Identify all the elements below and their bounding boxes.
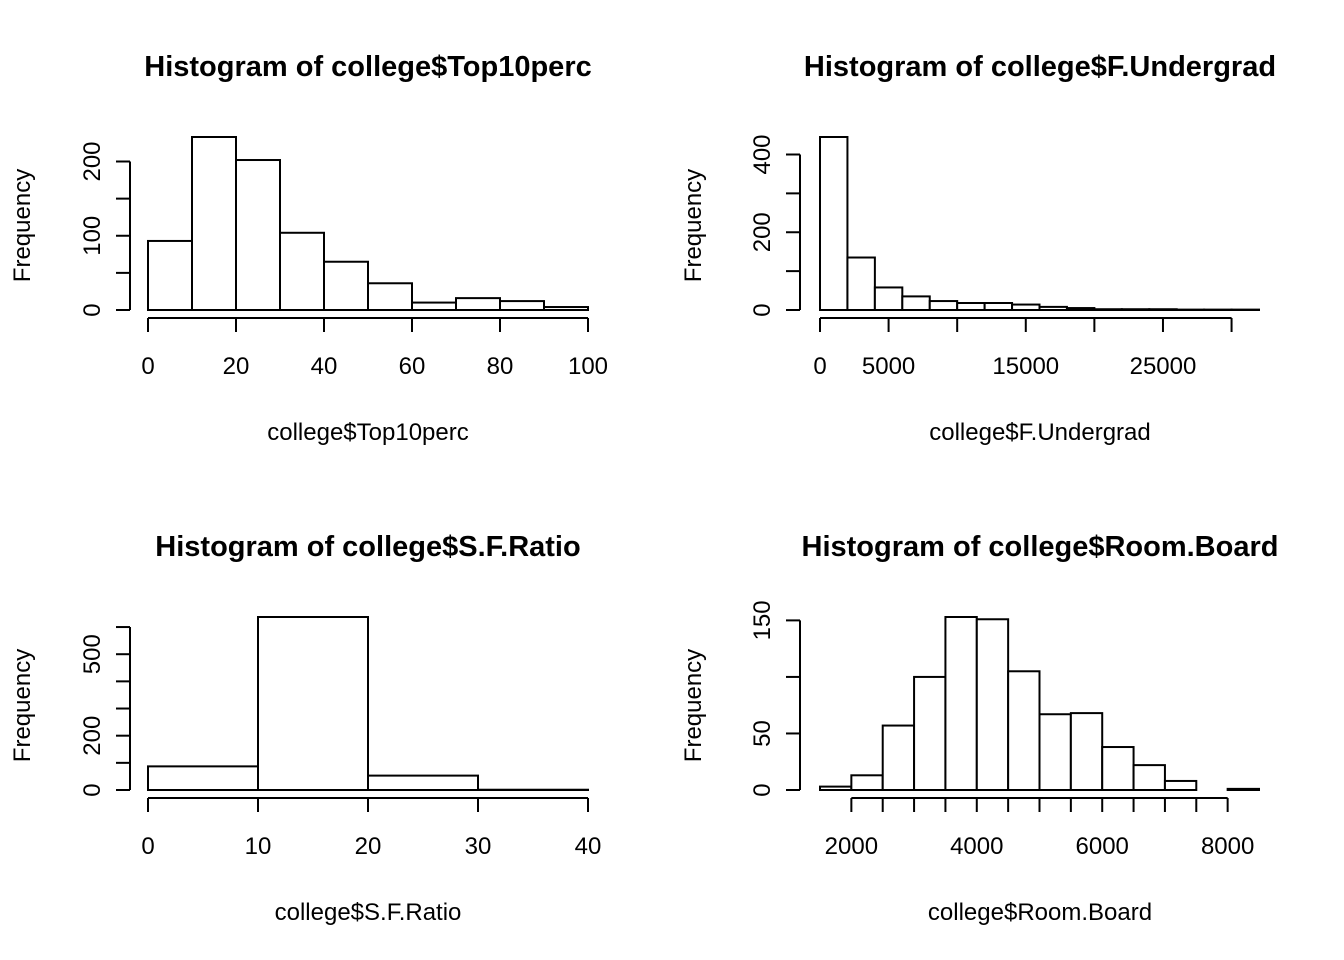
x-tick-label: 10 <box>245 833 272 860</box>
y-tick-label: 0 <box>749 783 776 796</box>
histogram-bar <box>1069 712 1104 791</box>
histogram-bar <box>543 306 589 311</box>
x-tick-label: 80 <box>487 353 514 380</box>
histogram-bar <box>983 302 1014 312</box>
x-tick-label: 0 <box>141 833 154 860</box>
y-tick-label: 100 <box>79 216 106 256</box>
histogram-bar <box>819 136 849 311</box>
histogram-bar <box>1148 308 1178 312</box>
chart-title: Histogram of college$Room.Board <box>802 531 1279 563</box>
histogram-bar <box>1011 303 1041 312</box>
histogram-bar <box>956 302 986 312</box>
x-tick-label: 60 <box>399 353 426 380</box>
y-tick-label: 50 <box>749 720 776 747</box>
histogram-panel-3: Histogram of college$S.F.Ratio 0 10 20 30 40 0… <box>9 531 601 926</box>
x-tick-label: 4000 <box>950 833 1003 860</box>
histogram-bar <box>147 239 193 311</box>
x-tick-label: 40 <box>575 833 602 860</box>
x-tick-label: 5000 <box>862 353 915 380</box>
chart-title: Histogram of college$F.Undergrad <box>804 51 1276 83</box>
histogram-bar <box>1101 746 1135 791</box>
histogram-bar <box>1038 713 1072 791</box>
histogram-bar <box>147 765 259 792</box>
histogram-panel-2: Histogram of college$F.Undergrad 0 5000 150… <box>680 51 1276 446</box>
y-axis-label: Frequency <box>680 649 707 762</box>
histogram-bar <box>191 136 237 311</box>
histogram-bar <box>1163 779 1198 791</box>
y-tick-label: 200 <box>79 141 106 181</box>
x-tick-label: 6000 <box>1076 833 1129 860</box>
histogram-bar <box>873 286 904 312</box>
y-axis-label: Frequency <box>680 169 707 282</box>
x-axis-label: college$Top10perc <box>267 419 468 446</box>
histogram-bar <box>279 231 325 311</box>
y-tick-label: 0 <box>79 783 106 796</box>
histogram-bar <box>323 260 369 311</box>
histogram-bar <box>499 300 545 311</box>
histogram-bar <box>1038 305 1068 312</box>
histogram-bar <box>367 282 413 311</box>
y-tick-label: 0 <box>79 303 106 316</box>
y-tick-label: 500 <box>79 634 106 674</box>
histogram-bar <box>1226 787 1260 791</box>
x-tick-label: 30 <box>465 833 492 860</box>
histogram-bar <box>1007 670 1041 792</box>
histogram-bar <box>975 618 1010 791</box>
x-tick-label: 8000 <box>1201 833 1254 860</box>
histogram-bar <box>411 301 457 311</box>
chart-title: Histogram of college$S.F.Ratio <box>155 531 580 563</box>
histogram-panel-4: Histogram of college$Room.Board 2000 4000 6… <box>680 531 1278 926</box>
x-tick-label: 15000 <box>992 353 1059 380</box>
y-tick-label: 200 <box>79 716 106 756</box>
histogram-bar <box>1132 764 1166 792</box>
x-tick-label: 20 <box>355 833 382 860</box>
histogram-bar <box>944 616 978 791</box>
histogram-bar <box>850 774 884 792</box>
histogram-bar <box>901 295 931 311</box>
histogram-bar <box>257 616 369 791</box>
x-axis-label: college$S.F.Ratio <box>275 899 462 926</box>
x-tick-label: 25000 <box>1130 353 1197 380</box>
x-tick-label: 0 <box>813 353 826 380</box>
histogram-bar <box>928 300 959 312</box>
x-tick-label: 40 <box>311 353 338 380</box>
y-tick-label: 150 <box>749 600 776 640</box>
y-axis-label: Frequency <box>9 649 36 762</box>
histogram-bar <box>913 675 947 791</box>
histogram-bar <box>1093 308 1123 312</box>
y-tick-label: 400 <box>749 134 776 174</box>
histogram-bar <box>367 774 479 791</box>
histogram-bar <box>455 297 501 312</box>
histogram-panel-1: Histogram of college$Top10perc 0 20 40 60 80 1… <box>9 51 608 446</box>
histogram-bar <box>819 785 853 792</box>
x-tick-label: 2000 <box>825 833 878 860</box>
x-tick-label: 100 <box>568 353 608 380</box>
y-tick-label: 0 <box>749 303 776 316</box>
x-tick-label: 0 <box>141 353 154 380</box>
histogram-bar <box>1065 307 1096 312</box>
histogram-bar <box>881 724 916 791</box>
histogram-bar <box>235 159 281 311</box>
x-tick-label: 20 <box>223 353 250 380</box>
histogram-bar <box>846 256 876 311</box>
x-axis-label: college$F.Undergrad <box>929 419 1150 446</box>
chart-title: Histogram of college$Top10perc <box>144 51 591 83</box>
y-axis-label: Frequency <box>9 169 36 282</box>
y-tick-label: 200 <box>749 212 776 252</box>
x-axis-label: college$Room.Board <box>928 899 1152 926</box>
histogram-bar <box>1120 308 1151 312</box>
